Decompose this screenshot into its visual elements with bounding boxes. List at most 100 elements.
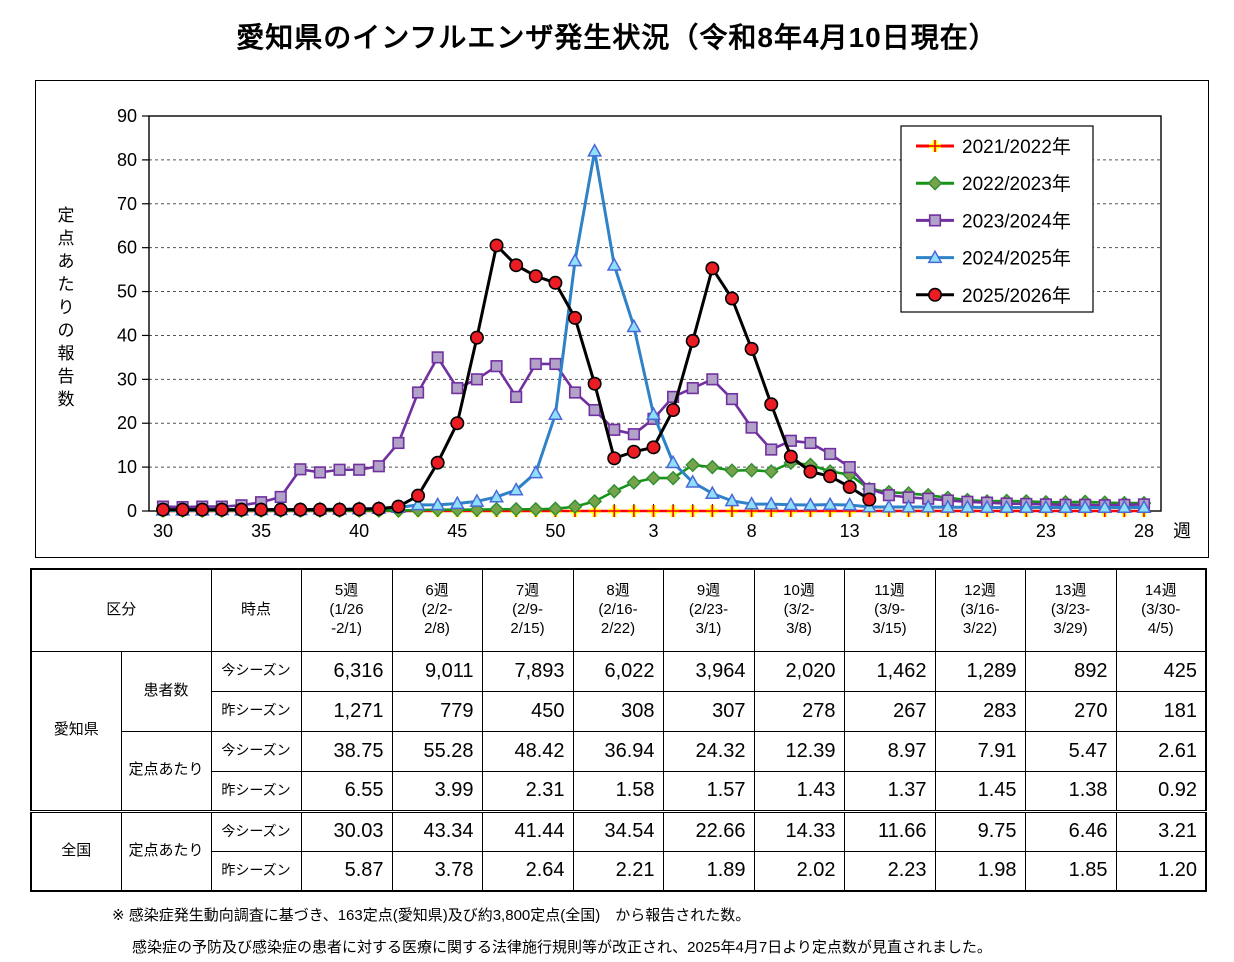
- value-cell: 6,022: [572, 650, 664, 692]
- value-cell: 1,462: [843, 650, 936, 692]
- y-axis-label-char: り: [58, 298, 75, 317]
- table-row: 愛知県 患者数 今シーズン 6,316 9,011 7,893 6,022 3,964 2,02…: [30, 650, 1207, 812]
- value-cell: 1.98: [934, 850, 1026, 892]
- value-cell: 1.37: [843, 770, 936, 812]
- x-tick-label: 23: [1036, 521, 1056, 541]
- legend-label: 2023/2024年: [962, 210, 1071, 232]
- x-tick-label: 8: [747, 521, 757, 541]
- x-tick-label: 13: [840, 521, 860, 541]
- value-cell: 6.46: [1024, 809, 1117, 852]
- value-cell: 2.61: [1115, 730, 1207, 772]
- influenza-chart: 0 10 20 30 40 50 60 70 80 90 30 35 40 45 50 3 8 13 18 23 28 週…: [35, 80, 1209, 558]
- value-cell: 267: [843, 690, 936, 732]
- x-tick-label: 30: [153, 521, 173, 541]
- series-2025-2026: [156, 238, 877, 517]
- value-cell: 1.89: [662, 850, 755, 892]
- table-row: 定点あたり 今シーズン 38.75 55.28 48.42 36.94 24.32 12.39…: [31, 730, 1207, 812]
- value-cell: 1.58: [572, 770, 664, 812]
- value-cell: 2,020: [753, 650, 845, 692]
- value-cell: 3.21: [1115, 809, 1207, 852]
- value-cell: 307: [662, 690, 755, 732]
- legend-item: 2021/2022年: [916, 136, 1071, 158]
- header-week: 8週 (2/16- 2/22): [572, 568, 664, 652]
- value-cell: 892: [1024, 650, 1117, 692]
- value-cell: 308: [572, 690, 664, 732]
- legend-item: 2024/2025年: [916, 248, 1071, 270]
- y-tick-label: 0: [127, 501, 137, 521]
- table-row: 昨シーズン 6.55 3.99 2.31 1.58 1.57 1.43 1.37 1.45 1.3…: [31, 770, 1207, 812]
- value-cell: 779: [391, 690, 483, 732]
- header-week: 14週 (3/30- 4/5): [1115, 568, 1207, 652]
- season-cell: 今シーズン: [210, 809, 302, 852]
- value-cell: 3,964: [662, 650, 755, 692]
- legend-label: 2021/2022年: [962, 136, 1071, 158]
- footnote: ※ 感染症発生動向調査に基づき、163定点(愛知県)及び約3,800定点(全国)…: [112, 900, 992, 962]
- value-cell: 425: [1115, 650, 1207, 692]
- value-cell: 2.31: [481, 770, 574, 812]
- value-cell: 22.66: [662, 809, 755, 852]
- value-cell: 30.03: [300, 809, 393, 852]
- region-cell: 愛知県: [30, 650, 122, 812]
- value-cell: 41.44: [481, 809, 574, 852]
- x-tick-label: 28: [1134, 521, 1154, 541]
- x-tick-label: 45: [447, 521, 467, 541]
- value-cell: 181: [1115, 690, 1207, 732]
- value-cell: 43.34: [391, 809, 483, 852]
- value-cell: 270: [1024, 690, 1117, 732]
- page-title: 愛知県のインフルエンザ発生状況（令和8年4月10日現在）: [236, 22, 998, 53]
- y-axis-label-char: た: [58, 275, 75, 294]
- season-cell: 昨シーズン: [210, 690, 302, 732]
- value-cell: 55.28: [391, 730, 483, 772]
- value-cell: 0.92: [1115, 770, 1207, 812]
- y-tick-label: 70: [117, 194, 137, 214]
- value-cell: 2.23: [843, 850, 936, 892]
- value-cell: 34.54: [572, 809, 664, 852]
- value-cell: 12.39: [753, 730, 845, 772]
- value-cell: 1,271: [300, 690, 393, 732]
- x-tick-label: 3: [648, 521, 658, 541]
- legend-item: 2023/2024年: [916, 210, 1071, 232]
- value-cell: 1.57: [662, 770, 755, 812]
- value-cell: 24.32: [662, 730, 755, 772]
- y-tick-label: 80: [117, 150, 137, 170]
- value-cell: 7,893: [481, 650, 574, 692]
- x-axis-unit: 週: [1173, 521, 1191, 541]
- value-cell: 1.43: [753, 770, 845, 812]
- legend-item: 2025/2026年: [916, 285, 1071, 307]
- legend-item: 2022/2023年: [916, 173, 1071, 195]
- value-cell: 1.38: [1024, 770, 1117, 812]
- y-axis-label-char: 数: [58, 390, 75, 409]
- value-cell: 36.94: [572, 730, 664, 772]
- y-axis-label-char: 定: [58, 206, 75, 225]
- value-cell: 1.45: [934, 770, 1026, 812]
- season-cell: 昨シーズン: [210, 770, 302, 812]
- season-cell: 今シーズン: [210, 650, 302, 692]
- y-axis-label-char: の: [58, 321, 75, 340]
- legend-label: 2024/2025年: [962, 248, 1071, 270]
- legend-label: 2025/2026年: [962, 285, 1071, 307]
- header-week: 7週 (2/9- 2/15): [481, 568, 574, 652]
- y-tick-label: 30: [117, 369, 137, 389]
- group-cell: 定点あたり: [120, 730, 212, 812]
- value-cell: 7.91: [934, 730, 1026, 772]
- series-2023-2024: [156, 351, 1151, 514]
- y-tick-label: 10: [117, 457, 137, 477]
- value-cell: 9,011: [391, 650, 483, 692]
- header-week: 5週 (1/26 -2/1): [300, 568, 393, 652]
- value-cell: 450: [481, 690, 574, 732]
- value-cell: 1,289: [934, 650, 1026, 692]
- value-cell: 3.99: [391, 770, 483, 812]
- value-cell: 1.20: [1115, 850, 1207, 892]
- header-week: 12週 (3/16- 3/22): [934, 568, 1026, 652]
- header-week: 11週 (3/9- 3/15): [843, 568, 936, 652]
- y-tick-label: 90: [117, 106, 137, 126]
- value-cell: 2.02: [753, 850, 845, 892]
- chart-legend: 2021/2022年 2022/2023年 2023/2024年 2024/2025年…: [900, 125, 1094, 313]
- y-axis-label-char: あ: [58, 252, 75, 271]
- value-cell: 283: [934, 690, 1026, 732]
- value-cell: 11.66: [843, 809, 936, 852]
- header-week: 13週 (3/23- 3/29): [1024, 568, 1117, 652]
- y-tick-label: 20: [117, 413, 137, 433]
- x-tick-label: 40: [349, 521, 369, 541]
